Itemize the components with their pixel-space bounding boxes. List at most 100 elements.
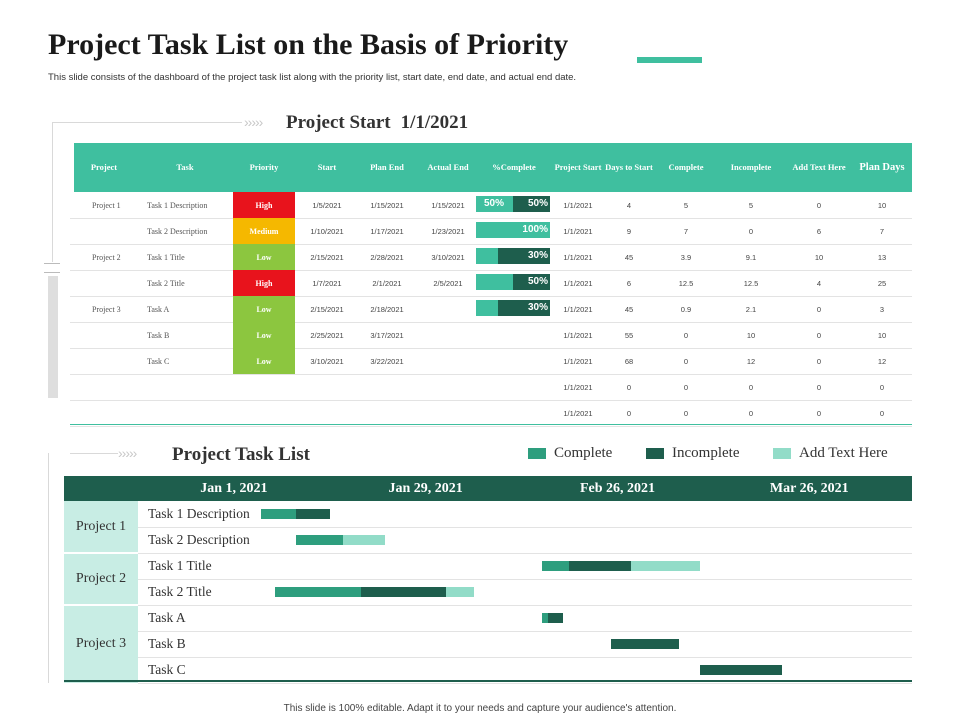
divider [70, 453, 118, 454]
complete-progress [476, 374, 552, 400]
table-cell: 45 [624, 304, 634, 314]
table-cell: Task C [147, 356, 170, 366]
table-header-cell: Start [317, 162, 337, 172]
divider [52, 122, 53, 262]
table-row: Task C Low 3/10/2021 3/22/2021 1/1/2021 68 0 12… [70, 348, 912, 375]
table-cell: 10 [877, 200, 887, 210]
table-cell: 2/15/2021 [310, 304, 344, 314]
legend-swatch [646, 447, 664, 459]
table-cell: 10 [814, 252, 824, 262]
table-cell: 7 [683, 226, 689, 236]
table-cell [416, 322, 480, 348]
priority-badge: Low [233, 244, 295, 270]
gantt-bar-add-text [446, 587, 474, 597]
table-cell: 0 [748, 382, 754, 392]
project-start-heading: Project Start 1/1/2021 [286, 112, 468, 134]
table-header-cell: Task [176, 162, 194, 172]
progress-label: 30% [527, 250, 548, 261]
table-cell: 1/1/2021 [563, 252, 593, 262]
table-header-cell: Actual End [427, 162, 469, 172]
footer-note: This slide is 100% editable. Adapt it to… [283, 703, 677, 714]
table-cell: 1/1/2021 [563, 356, 593, 366]
table-cell: 0 [816, 356, 822, 366]
table-cell: 13 [877, 252, 887, 262]
table-cell [296, 400, 358, 426]
gantt-bar-incomplete [568, 561, 632, 571]
table-header-cell: Project Start [554, 162, 602, 172]
project-start-label: Project Start [286, 112, 391, 133]
priority-badge: Low [233, 296, 295, 322]
legend-label: Add Text Here [799, 444, 888, 461]
gantt-bar-incomplete [548, 613, 563, 623]
title-accent-bar [637, 57, 702, 63]
table-cell: 6 [626, 278, 632, 288]
table-cell [416, 348, 480, 374]
progress-complete-fill [476, 196, 513, 212]
gantt-row: Task 2 Title [138, 579, 912, 606]
priority-badge: Low [233, 348, 295, 374]
table-cell: 3 [879, 304, 885, 314]
gantt-group-separator [64, 552, 138, 554]
gantt-bar-complete [542, 561, 569, 571]
gantt-bar-incomplete [295, 509, 330, 519]
table-cell: 3/22/2021 [370, 356, 404, 366]
table-row: Task 2 Title High 1/7/2021 2/1/2021 2/5/2021… [70, 270, 912, 297]
table-cell: 1/10/2021 [310, 226, 344, 236]
table-cell: 2/18/2021 [370, 304, 404, 314]
table-cell: 0 [879, 382, 885, 392]
complete-progress: 50% 50% [476, 192, 552, 218]
gantt-bar-complete [295, 535, 344, 545]
table-cell: 0 [816, 304, 822, 314]
table-cell [74, 400, 134, 426]
progress-bar [476, 274, 550, 290]
table-cell: Task B [147, 330, 170, 340]
table-cell: Task 1 Description [147, 200, 208, 210]
table-cell [233, 374, 295, 400]
table-cell: 1/5/2021 [312, 200, 342, 210]
gantt-row: Task B [138, 631, 912, 658]
progress-label: 30% [527, 302, 548, 313]
table-header-cell: Priority [249, 162, 279, 172]
table-cell: 25 [877, 278, 887, 288]
gantt-task-label: Task 2 Title [148, 584, 212, 599]
table-cell [74, 374, 134, 400]
table-row: 1/1/2021 0 0 0 0 0 [70, 374, 912, 401]
table-header-cell: Add Text Here [792, 162, 846, 172]
gantt-task-label: Task 1 Description [148, 506, 250, 521]
table-header-cell: %Complete [492, 162, 536, 172]
legend-swatch [773, 447, 791, 459]
chevrons-icon: ››››› [118, 445, 137, 461]
legend-item: Incomplete [646, 444, 739, 462]
table-cell: 10 [746, 330, 756, 340]
gantt-task-label: Task A [148, 610, 186, 625]
table-cell: 0 [683, 408, 689, 418]
table-cell: 9 [626, 226, 632, 236]
table-cell: Task A [147, 304, 170, 314]
table-cell: 2/1/2021 [372, 278, 402, 288]
gantt-bar-add-text [631, 561, 700, 571]
side-bar [48, 276, 58, 398]
progress-complete-fill [476, 222, 550, 238]
progress-remaining-fill [498, 300, 550, 316]
priority-badge: High [233, 270, 295, 296]
table-cell: Project 2 [92, 252, 121, 262]
table-cell: 5 [683, 200, 689, 210]
progress-label-left: 50% [484, 198, 505, 209]
table-cell: 4 [816, 278, 822, 288]
table-cell [74, 218, 134, 244]
table-header-cell: Days to Start [605, 162, 653, 172]
table-row: Project 2 Task 1 Title Low 2/15/2021 2/28/20… [70, 244, 912, 271]
table-cell: Task 2 Description [147, 226, 208, 236]
table-cell: 10 [877, 330, 887, 340]
divider [52, 122, 242, 123]
table-row: Project 3 Task A Low 2/15/2021 2/18/2021 30% 1… [70, 296, 912, 323]
progress-label: 50% [527, 276, 548, 287]
chevrons-icon: ››››› [244, 114, 263, 130]
table-cell: 1/1/2021 [563, 330, 593, 340]
table-cell: 1/7/2021 [312, 278, 342, 288]
legend-item: Complete [528, 444, 612, 462]
table-cell: 5 [748, 200, 754, 210]
table-cell: 0 [683, 382, 689, 392]
table-cell: 12.5 [678, 278, 694, 288]
gantt-bar-add-text [343, 535, 385, 545]
